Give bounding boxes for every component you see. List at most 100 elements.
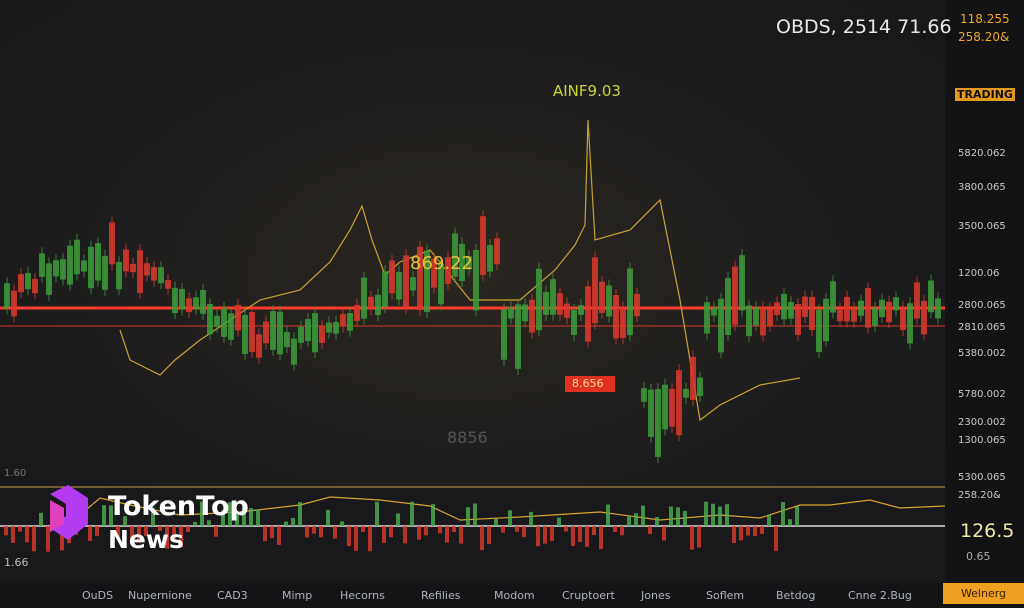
annotation-box bbox=[565, 376, 615, 392]
nav-item[interactable]: Jones bbox=[641, 589, 671, 602]
volume-bar bbox=[242, 506, 246, 526]
candle bbox=[102, 255, 108, 290]
price-axis-label: 5820.062 bbox=[958, 148, 1006, 159]
nav-item[interactable]: CAD3 bbox=[217, 589, 248, 602]
volume-bar bbox=[396, 513, 400, 526]
volume-bar bbox=[193, 521, 197, 526]
nav-button[interactable]: Welnerg bbox=[943, 583, 1024, 604]
volume-bar bbox=[620, 526, 624, 536]
volume-bar bbox=[557, 517, 561, 526]
candle bbox=[95, 243, 101, 281]
candle bbox=[571, 309, 577, 336]
volume-bar bbox=[781, 501, 785, 526]
volume-bar bbox=[606, 504, 610, 526]
volume-bar bbox=[655, 517, 659, 526]
volume-bar bbox=[263, 526, 267, 542]
volume-bar bbox=[536, 526, 540, 547]
price-axis-label: 5300.065 bbox=[958, 472, 1006, 483]
candle bbox=[396, 271, 402, 300]
candle bbox=[4, 283, 10, 309]
volume-bar bbox=[214, 526, 218, 537]
candle bbox=[368, 296, 374, 310]
nav-item[interactable]: Betdog bbox=[776, 589, 816, 602]
candle bbox=[158, 267, 164, 284]
nav-item[interactable]: Cnne 2.Bug bbox=[848, 589, 912, 602]
nav-item[interactable]: Modom bbox=[494, 589, 535, 602]
volume-bar bbox=[795, 506, 799, 526]
candle bbox=[697, 377, 703, 397]
nav-item[interactable]: Mimp bbox=[282, 589, 313, 602]
indicator-pane bbox=[0, 487, 945, 583]
candle bbox=[872, 307, 878, 326]
candle bbox=[60, 259, 66, 280]
volume-bar bbox=[725, 504, 729, 526]
candle bbox=[557, 293, 563, 315]
candle bbox=[585, 286, 591, 342]
volume-bar bbox=[508, 510, 512, 526]
candle bbox=[235, 304, 241, 331]
candle bbox=[536, 268, 542, 331]
candle bbox=[781, 293, 787, 320]
nav-item[interactable]: OuDS bbox=[82, 589, 114, 602]
candle bbox=[172, 287, 178, 314]
volume-bar bbox=[319, 526, 323, 538]
candle bbox=[424, 250, 430, 312]
candle bbox=[522, 304, 528, 322]
volume-bar bbox=[662, 526, 666, 541]
candle bbox=[242, 314, 248, 354]
volume-bar bbox=[613, 526, 617, 533]
candle bbox=[256, 334, 262, 358]
nav-item[interactable]: Refilies bbox=[421, 589, 461, 602]
candle bbox=[788, 301, 794, 319]
nav-item[interactable]: Soflem bbox=[706, 589, 745, 602]
nav-item[interactable]: Hecorns bbox=[340, 589, 385, 602]
volume-bar bbox=[746, 526, 750, 536]
volume-bar bbox=[312, 526, 316, 534]
candle bbox=[144, 263, 150, 276]
candle bbox=[347, 313, 353, 331]
candle bbox=[613, 295, 619, 339]
volume-bar bbox=[599, 526, 603, 550]
volume-bar bbox=[200, 501, 204, 526]
candle bbox=[375, 294, 381, 316]
volume-bar bbox=[522, 526, 526, 538]
candle bbox=[277, 311, 283, 355]
candle bbox=[193, 297, 199, 310]
volume-bar bbox=[130, 526, 134, 540]
candle bbox=[53, 260, 59, 277]
chart bbox=[0, 119, 945, 583]
candle bbox=[326, 322, 332, 333]
volume-bar bbox=[340, 521, 344, 526]
volume-bar bbox=[697, 526, 701, 548]
volume-bar bbox=[501, 526, 505, 533]
candle bbox=[438, 263, 444, 305]
candle bbox=[459, 243, 465, 281]
candle bbox=[515, 304, 521, 369]
candle bbox=[123, 249, 129, 272]
candle bbox=[711, 307, 717, 316]
candle bbox=[200, 290, 206, 314]
candle bbox=[767, 308, 773, 327]
volume-bar bbox=[459, 526, 463, 544]
candle bbox=[816, 309, 822, 353]
candle bbox=[284, 332, 290, 348]
volume-bar bbox=[403, 526, 407, 544]
candle bbox=[879, 299, 885, 318]
volume-bar bbox=[123, 516, 127, 526]
candle bbox=[760, 307, 766, 336]
candle bbox=[228, 313, 234, 340]
candle bbox=[340, 314, 346, 327]
price-axis-label: 2810.065 bbox=[958, 322, 1006, 333]
nav-item[interactable]: Nupernione bbox=[128, 589, 192, 602]
candle bbox=[18, 274, 24, 293]
volume-bar bbox=[305, 526, 309, 538]
nav-item[interactable]: Cruptoert bbox=[562, 589, 615, 602]
volume-bar bbox=[172, 526, 176, 541]
price-axis-label: 5380.002 bbox=[958, 348, 1006, 359]
ticker: OBDS, 2514 71.66 bbox=[776, 16, 952, 38]
volume-bar bbox=[270, 526, 274, 539]
indicator-left: 1.66 bbox=[4, 556, 29, 569]
volume-bar bbox=[683, 510, 687, 526]
candle bbox=[312, 313, 318, 353]
candle bbox=[116, 261, 122, 290]
